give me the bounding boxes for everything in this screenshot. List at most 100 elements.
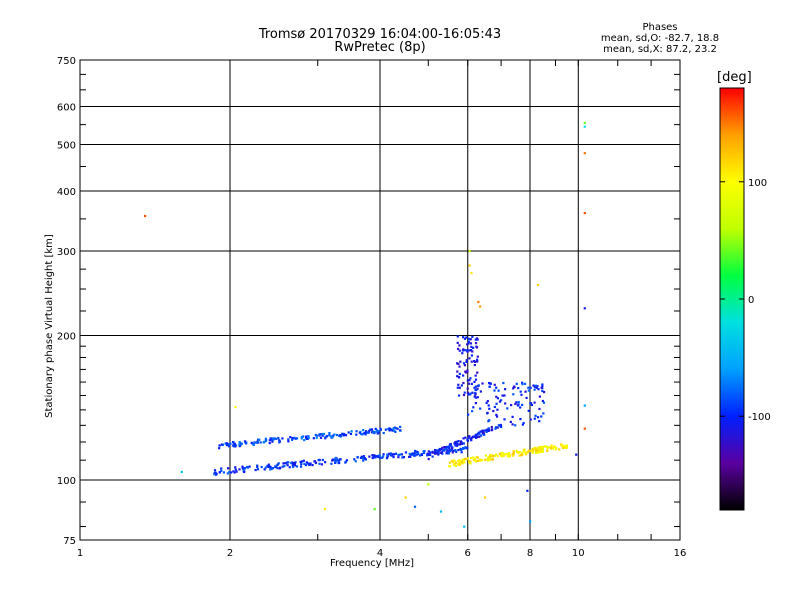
data-point [393, 426, 397, 429]
data-point [527, 409, 530, 412]
data-point [516, 450, 519, 454]
colorbar-tick-label: 0 [748, 295, 754, 306]
data-point [529, 520, 532, 523]
data-point [549, 447, 553, 450]
data-point [468, 379, 471, 382]
data-point [267, 464, 270, 468]
data-point [225, 442, 229, 445]
data-point [256, 468, 260, 471]
stats-phase-x: mean, sd,X: 87.2, 23.2 [603, 44, 717, 55]
data-point [538, 449, 542, 452]
data-point [499, 423, 502, 427]
data-point [473, 395, 476, 398]
data-point [456, 335, 459, 338]
data-point [398, 429, 402, 432]
data-point [527, 389, 530, 392]
data-point [472, 456, 475, 459]
data-point [328, 434, 331, 437]
data-point [386, 456, 389, 459]
data-point [339, 435, 342, 438]
data-point [373, 508, 376, 511]
data-point [471, 391, 474, 394]
data-point [503, 388, 507, 391]
data-point [515, 449, 518, 453]
data-point [328, 432, 331, 435]
data-point [454, 444, 457, 447]
data-point [264, 466, 267, 469]
data-point [575, 453, 578, 456]
data-point [529, 402, 533, 405]
data-point [466, 379, 469, 382]
data-point [536, 384, 539, 388]
data-point [339, 434, 342, 437]
data-point [511, 423, 514, 426]
data-point [289, 436, 292, 439]
data-point [476, 396, 479, 399]
data-point [420, 453, 423, 456]
chart-title: Tromsø 20170329 16:04:00-16:05:43 [258, 27, 502, 42]
data-point [227, 467, 230, 470]
data-point [530, 449, 533, 452]
data-point [476, 355, 479, 358]
data-point [452, 459, 456, 462]
data-point [534, 451, 537, 454]
data-point [370, 428, 374, 431]
data-point [457, 375, 461, 379]
data-point [317, 458, 321, 462]
data-point [235, 470, 238, 473]
data-point [486, 411, 489, 415]
data-point [474, 402, 478, 405]
data-point [456, 347, 460, 351]
data-point [469, 338, 472, 341]
data-point [452, 449, 455, 452]
data-point [451, 461, 454, 464]
data-point [473, 435, 476, 438]
data-point [361, 433, 364, 436]
data-point [534, 414, 537, 417]
data-point [546, 449, 549, 452]
data-point [243, 466, 246, 470]
data-point [436, 452, 439, 455]
data-point [509, 420, 512, 424]
data-point [449, 448, 452, 452]
data-point [535, 449, 538, 453]
data-point [462, 381, 465, 385]
data-point [373, 430, 376, 434]
grid-lines [80, 60, 680, 540]
data-point [541, 447, 544, 451]
data-point [279, 466, 282, 469]
data-point [464, 446, 467, 449]
data-point [275, 437, 278, 440]
data-point [540, 449, 543, 452]
data-point [487, 404, 490, 407]
data-point [300, 463, 303, 466]
data-point [404, 496, 407, 499]
data-point [229, 442, 232, 445]
data-point [274, 465, 277, 469]
data-point [453, 442, 456, 445]
data-point [493, 454, 497, 457]
data-point [468, 250, 471, 253]
data-point [400, 453, 404, 456]
data-point [455, 444, 458, 447]
data-point [372, 455, 375, 458]
y-tick-label: 300 [57, 247, 76, 258]
data-point [394, 452, 398, 455]
data-point [251, 442, 254, 445]
data-point [227, 445, 231, 448]
data-point [470, 354, 474, 357]
data-point [460, 451, 463, 454]
data-point [325, 435, 329, 438]
data-point [536, 449, 539, 453]
data-point [470, 345, 473, 349]
data-point [451, 459, 454, 462]
data-point [331, 436, 334, 439]
data-point [308, 462, 311, 465]
data-point [364, 458, 368, 461]
data-point [263, 440, 266, 443]
data-point [413, 453, 416, 456]
data-point [313, 460, 316, 463]
data-point [238, 441, 241, 444]
data-point [397, 456, 400, 459]
data-point [463, 525, 466, 528]
